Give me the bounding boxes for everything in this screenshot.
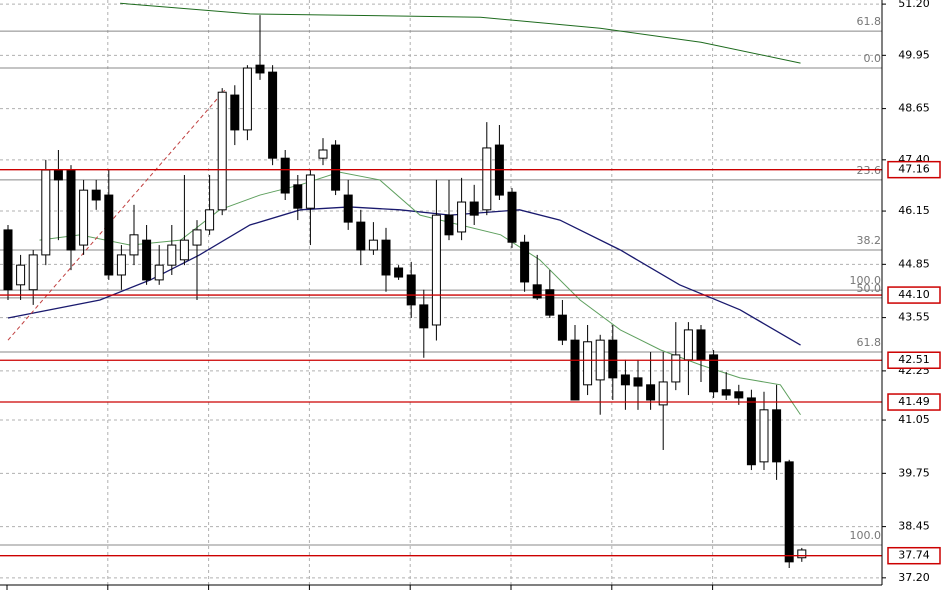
candle-body (394, 267, 404, 278)
candle-body (671, 354, 681, 383)
candle-body (683, 329, 693, 361)
fib-label: 61.8 (857, 15, 882, 28)
moving-average (7, 206, 801, 346)
candle-body (305, 174, 315, 209)
level-box (887, 286, 941, 304)
y-tick-label: 41.05 (898, 413, 930, 426)
level-box (887, 351, 941, 369)
candle-body (381, 239, 391, 276)
candle-body (154, 264, 164, 281)
fib-label: 61.8 (857, 336, 882, 349)
fib-label: 100.0 (850, 274, 882, 287)
y-tick-label: 37.20 (898, 571, 930, 584)
candle-body (205, 209, 215, 231)
candle-body (696, 329, 706, 361)
candle-body (167, 244, 177, 266)
candle-body (583, 341, 593, 386)
candle-body (293, 184, 303, 209)
candle-body (142, 239, 152, 281)
candle-body (280, 157, 290, 194)
candle-body (633, 377, 643, 387)
candle-body (507, 191, 517, 243)
y-tick-label: 39.75 (898, 466, 930, 479)
candle-body (192, 229, 202, 246)
candle-body (368, 239, 378, 251)
level-label: 44.10 (898, 288, 930, 301)
y-tick-label: 46.15 (898, 204, 930, 217)
candle-body (721, 389, 731, 396)
fib-label: 50.0 (857, 282, 882, 295)
candle-body (318, 149, 328, 159)
candle-body (3, 229, 13, 291)
candle-body (797, 549, 807, 559)
candle-body (242, 67, 252, 131)
candle-body (419, 304, 429, 329)
candle-body (772, 409, 782, 463)
candle-body (646, 384, 656, 401)
fib-label: 23.6 (857, 164, 882, 177)
candle-body (41, 169, 51, 256)
candle-body (444, 214, 454, 236)
trend-line (7, 89, 226, 341)
candle-body (431, 214, 441, 326)
candle-body (734, 391, 744, 399)
candle-body (784, 461, 794, 563)
candle-body (129, 234, 139, 256)
candle-body (545, 289, 555, 316)
level-label: 47.16 (898, 163, 930, 176)
candle-body (356, 221, 366, 251)
moving-average (39, 171, 801, 416)
candle-body (331, 144, 341, 191)
candle-body (658, 381, 668, 406)
moving-average (120, 2, 801, 64)
candle-body (406, 274, 416, 306)
candle-body (343, 194, 353, 223)
y-tick-label: 38.45 (898, 520, 930, 533)
level-label: 37.74 (898, 549, 930, 562)
level-label: 41.49 (898, 395, 930, 408)
candle-body (66, 169, 76, 251)
fib-label: 0.0 (864, 52, 882, 65)
candle-body (16, 264, 26, 286)
candle-body (620, 374, 630, 386)
candle-body (557, 314, 567, 341)
fib-label: 38.2 (857, 234, 882, 247)
candle-body (230, 94, 240, 131)
candle-body (179, 239, 189, 261)
y-tick-label: 43.55 (898, 311, 930, 324)
candle-body (570, 339, 580, 401)
candle-body (482, 147, 492, 211)
fib-label: 100.0 (850, 529, 882, 542)
y-tick-label: 49.95 (898, 48, 930, 61)
candle-body (116, 254, 126, 276)
candle-body (217, 91, 227, 211)
candle-body (520, 241, 530, 283)
candle-body (469, 201, 479, 216)
candle-body (255, 64, 265, 74)
candle-body (457, 201, 467, 233)
candle-body (53, 169, 63, 181)
level-box (887, 546, 941, 565)
candle-body (268, 71, 278, 159)
candle-body (104, 194, 114, 276)
candle-body (79, 189, 89, 246)
y-tick-label: 51.20 (898, 0, 930, 10)
level-box (887, 393, 941, 411)
level-label: 42.51 (898, 353, 930, 366)
candle-body (608, 339, 618, 379)
candle-body (709, 354, 719, 393)
candle-body (532, 284, 542, 299)
candle-body (759, 409, 769, 463)
y-tick-label: 44.85 (898, 257, 930, 270)
candle-body (746, 397, 756, 466)
candle-body (28, 254, 38, 291)
candle-body (91, 189, 101, 201)
y-tick-label: 48.65 (898, 102, 930, 115)
level-box (887, 160, 941, 179)
